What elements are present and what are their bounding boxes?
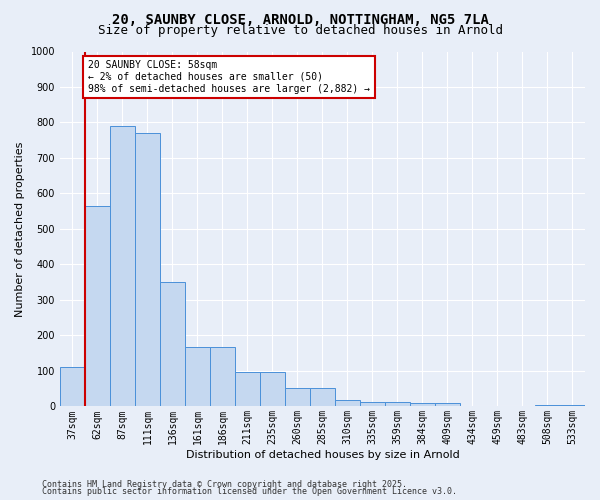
Bar bbox=[235, 372, 260, 406]
Title: 20, SAUNBY CLOSE, ARNOLD, NOTTINGHAM, NG5 7LA
Size of property relative to detac: 20, SAUNBY CLOSE, ARNOLD, NOTTINGHAM, NG… bbox=[0, 499, 1, 500]
Bar bbox=[385, 402, 410, 406]
Bar bbox=[110, 126, 135, 406]
Bar bbox=[310, 388, 335, 406]
Text: Contains HM Land Registry data © Crown copyright and database right 2025.: Contains HM Land Registry data © Crown c… bbox=[42, 480, 407, 489]
Bar bbox=[560, 404, 585, 406]
Bar bbox=[360, 402, 385, 406]
Bar bbox=[210, 347, 235, 406]
Y-axis label: Number of detached properties: Number of detached properties bbox=[15, 142, 25, 316]
Bar bbox=[435, 403, 460, 406]
Bar bbox=[410, 403, 435, 406]
Text: 20 SAUNBY CLOSE: 58sqm
← 2% of detached houses are smaller (50)
98% of semi-deta: 20 SAUNBY CLOSE: 58sqm ← 2% of detached … bbox=[88, 60, 370, 94]
Text: Size of property relative to detached houses in Arnold: Size of property relative to detached ho… bbox=[97, 24, 503, 37]
Bar bbox=[260, 372, 285, 406]
Bar bbox=[535, 404, 560, 406]
X-axis label: Distribution of detached houses by size in Arnold: Distribution of detached houses by size … bbox=[185, 450, 460, 460]
Bar bbox=[85, 206, 110, 406]
Bar bbox=[60, 366, 85, 406]
Bar bbox=[285, 388, 310, 406]
Text: 20, SAUNBY CLOSE, ARNOLD, NOTTINGHAM, NG5 7LA: 20, SAUNBY CLOSE, ARNOLD, NOTTINGHAM, NG… bbox=[112, 12, 488, 26]
Bar bbox=[335, 400, 360, 406]
Bar bbox=[185, 347, 210, 406]
Bar bbox=[135, 133, 160, 406]
Bar bbox=[160, 282, 185, 406]
Text: Contains public sector information licensed under the Open Government Licence v3: Contains public sector information licen… bbox=[42, 487, 457, 496]
